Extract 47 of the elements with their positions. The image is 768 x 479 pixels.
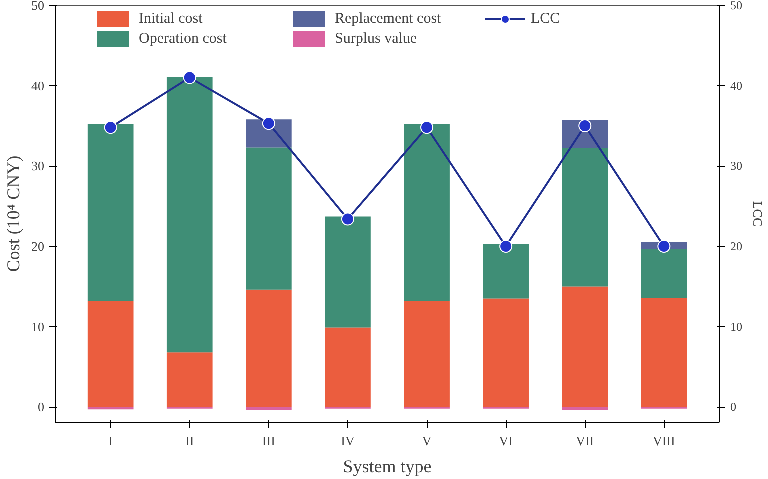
bar [88,407,134,410]
y-tick-label: 10 [32,319,44,334]
x-tick-label: VI [499,434,513,448]
bar [562,148,608,287]
y-tick-label: 30 [32,158,44,174]
bar [88,124,134,302]
legend-label: Surplus value [335,30,418,48]
x-tick-label: III [262,434,276,448]
bar [166,352,213,408]
y-axis-title: Cost (10⁴ CNY) [4,156,24,272]
legend-label: Replacement cost [335,10,442,28]
bar [404,301,450,408]
bar [166,77,213,353]
x-axis-title: System type [343,456,432,476]
y-tick-label: 20 [32,239,44,254]
legend-label: LCC [531,10,562,28]
y2-tick-label: 0 [730,400,736,414]
legend-label: Operation cost [139,30,228,48]
y-tick-label: 40 [32,78,44,94]
x-tick-label: V [422,434,432,448]
y2-tick-label: 10 [730,320,742,334]
x-tick-label: II [186,434,194,448]
bar [404,124,450,302]
bar [325,328,371,408]
bar [641,298,688,408]
bar [641,248,688,298]
x-tick-label: IV [341,434,356,448]
x-tick-label: I [108,434,114,448]
bar [88,301,134,408]
bar [562,407,608,410]
y2-tick-label: 20 [730,240,742,254]
bar [325,216,371,328]
legend-label: Initial cost [139,10,204,28]
y-tick-label: 50 [32,0,44,13]
bar [562,286,608,408]
x-tick-label: VII [576,434,594,448]
x-tick-label: VIII [652,434,676,448]
bar [246,148,292,290]
y2-tick-label: 40 [730,78,742,93]
bar [246,407,292,410]
bar [483,244,529,299]
bar [246,290,292,408]
y2-axis-title: LCC [750,201,766,227]
y-tick-label: 0 [38,400,44,415]
bar [483,298,529,408]
y2-tick-label: 30 [730,159,742,174]
y2-tick-label: 50 [730,0,742,12]
